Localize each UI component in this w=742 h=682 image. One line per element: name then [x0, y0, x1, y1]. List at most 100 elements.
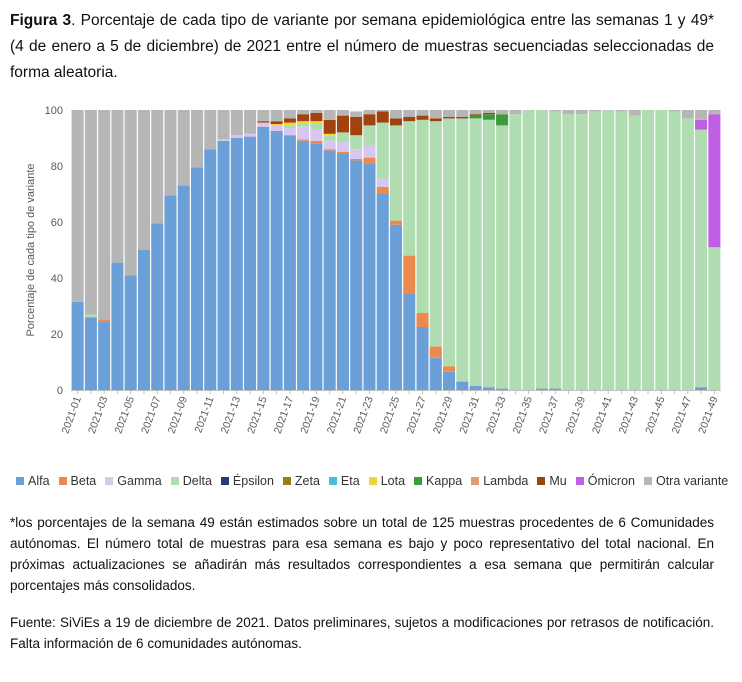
bar-segment	[469, 115, 482, 119]
legend-swatch	[471, 477, 480, 485]
bar-segment	[137, 250, 150, 390]
bar-segment	[217, 140, 230, 390]
bar-segment	[403, 255, 416, 294]
legend-swatch	[16, 477, 24, 485]
stacked-bar-chart: Porcentaje de cada tipo de variante 0 20 40…	[0, 96, 742, 506]
bar-segment	[376, 194, 389, 390]
bar-segment	[496, 114, 509, 126]
bar-segment	[655, 110, 668, 390]
bar-segment	[323, 140, 336, 150]
bar-segment	[429, 118, 442, 122]
bar-segment	[190, 110, 204, 168]
bar-segment	[708, 247, 721, 390]
y-tick-label: 100	[45, 105, 63, 117]
x-tick-label: 2021-19	[298, 395, 323, 435]
bar-segment	[615, 111, 628, 391]
bar-segment	[429, 110, 442, 119]
bar-segment	[217, 110, 230, 140]
bar-segment	[204, 110, 217, 150]
figure-caption-text: . Porcentaje de cada tipo de variante po…	[10, 12, 714, 81]
bar-segment	[257, 110, 270, 122]
bar-segment	[336, 132, 349, 143]
x-tick-label: 2021-07	[139, 395, 164, 435]
bar-segment	[270, 124, 283, 126]
legend-swatch	[575, 477, 584, 485]
bar-segment	[389, 220, 403, 225]
legend-item: Gamma	[105, 474, 162, 488]
bar-segment	[270, 125, 283, 131]
legend-swatch	[537, 477, 546, 485]
x-tick-label: 2021-15	[245, 395, 270, 435]
x-tick-label: 2021-47	[670, 395, 695, 435]
bar-segment	[588, 111, 602, 391]
bar-segment	[323, 135, 336, 141]
y-tick-label: 80	[51, 161, 63, 173]
bar-segment	[416, 313, 429, 327]
bar-segment	[376, 111, 389, 123]
bar-segment	[310, 129, 323, 141]
legend-label: Lota	[380, 474, 406, 488]
x-tick-label: 2021-23	[351, 395, 376, 435]
bar-segment	[310, 121, 323, 124]
legend-label: Zeta	[294, 474, 320, 488]
bar-segment	[681, 110, 694, 119]
bar-segment	[403, 110, 416, 117]
legend-item: Alfa	[16, 474, 50, 488]
bar-segment	[283, 122, 296, 126]
bar-segment	[708, 110, 721, 115]
bar-segment	[363, 110, 376, 115]
bar-segment	[575, 110, 588, 115]
bar-segment	[111, 262, 124, 390]
bar-segment	[283, 128, 296, 136]
bar-segment	[549, 110, 562, 112]
x-tick-label: 2021-01	[59, 395, 84, 435]
figure-label: Figura 3	[10, 12, 72, 29]
bar-segment	[244, 110, 257, 134]
bar-segment	[469, 114, 482, 116]
bar-segment	[297, 126, 310, 140]
bar-segment	[429, 357, 442, 390]
x-tick-label: 2021-33	[484, 395, 509, 435]
bar-segment	[376, 122, 389, 179]
x-tick-label: 2021-45	[643, 395, 668, 435]
bar-segment	[297, 114, 310, 122]
bar-segment	[416, 327, 429, 390]
bar-segment	[376, 178, 389, 187]
bar-segment	[350, 111, 363, 117]
legend-label: Beta	[70, 474, 97, 488]
bar-segment	[469, 118, 482, 386]
bar-segment	[350, 135, 363, 150]
legend-label: Épsilon	[232, 474, 274, 488]
bar-segment	[323, 110, 336, 120]
legend-swatch	[282, 477, 291, 485]
bar-segment	[588, 110, 602, 112]
bar-segment	[469, 385, 482, 390]
legend-swatch	[220, 477, 229, 485]
bar-segment	[283, 125, 296, 129]
y-tick-label: 40	[51, 273, 63, 285]
bar-segment	[310, 143, 323, 390]
legend-item: Épsilon	[220, 474, 274, 488]
bar-segment	[496, 125, 509, 389]
bar-segment	[615, 110, 628, 112]
x-tick-label: 2021-09	[166, 395, 191, 435]
bar-segment	[98, 110, 111, 320]
bar-segment	[350, 159, 363, 161]
bar-segment	[297, 121, 310, 124]
bar-segment	[482, 112, 495, 115]
bar-segment	[323, 119, 336, 134]
x-tick-label: 2021-37	[537, 395, 562, 435]
legend-item: Beta	[58, 474, 97, 488]
bar-segment	[681, 118, 694, 391]
bar-segment	[496, 110, 509, 115]
bar-segment	[429, 346, 442, 358]
figure-caption: Figura 3. Porcentaje de cada tipo de var…	[10, 8, 714, 86]
legend-item: Lambda	[471, 474, 528, 488]
bar-segment	[363, 157, 376, 164]
bar-segment	[363, 145, 376, 158]
y-tick-label: 20	[51, 329, 63, 341]
legend-swatch	[170, 477, 179, 485]
legend-item: Mu	[537, 474, 567, 488]
bar-segment	[230, 135, 243, 138]
bar-segment	[708, 114, 721, 248]
